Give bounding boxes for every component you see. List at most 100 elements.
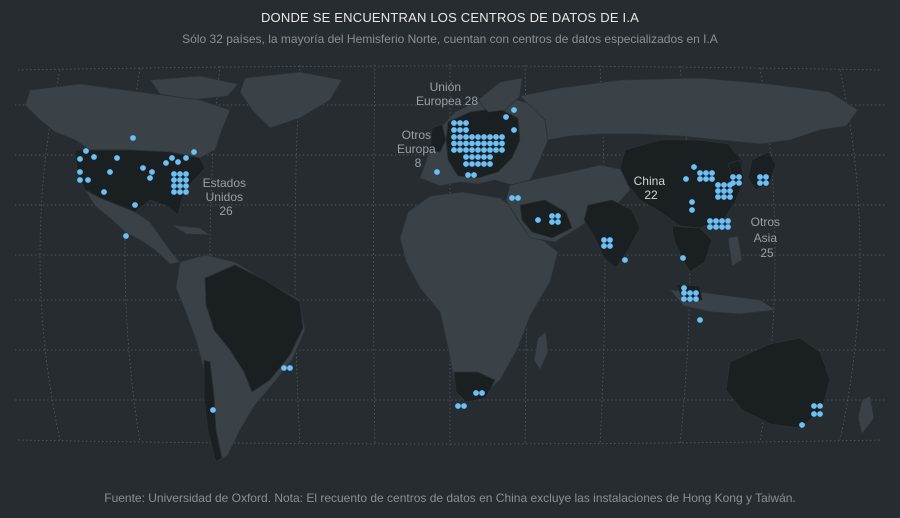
page-subtitle: Sólo 32 países, la mayoría del Hemisferi…	[182, 32, 718, 46]
data-center-dot	[473, 390, 479, 396]
label-china: China 22	[634, 174, 669, 202]
data-center-dot	[171, 183, 177, 189]
data-center-dot	[601, 243, 607, 249]
label-other-europe: Otros Europa 8	[397, 128, 439, 170]
data-center-dot	[681, 290, 687, 296]
data-center-dot	[183, 183, 189, 189]
country-saudi	[519, 199, 573, 239]
data-center-dot	[183, 155, 189, 161]
data-center-dot	[697, 170, 703, 176]
data-center-dot	[149, 169, 155, 175]
data-center-dot	[451, 120, 457, 126]
data-center-dot	[114, 155, 120, 161]
data-center-dot	[703, 176, 709, 182]
page-title: DONDE SE ENCUENTRAN LOS CENTROS DE DATOS…	[260, 10, 640, 25]
data-center-dot	[101, 189, 107, 195]
data-center-dot	[487, 140, 493, 147]
data-center-dot	[811, 403, 817, 409]
data-center-dot	[132, 202, 138, 208]
data-center-dot	[469, 134, 475, 140]
data-center-dot	[715, 188, 721, 194]
data-center-dot	[680, 255, 686, 261]
data-center-dot	[763, 174, 769, 180]
data-center-dot	[727, 188, 733, 194]
data-center-dot	[555, 219, 561, 225]
data-center-dot	[475, 147, 481, 153]
data-center-dot	[481, 134, 487, 140]
data-center-dot	[601, 237, 607, 243]
data-center-dot	[757, 174, 763, 180]
data-center-dot	[91, 154, 97, 160]
label-eu: Unión Europea 28	[416, 80, 478, 108]
data-center-dot	[177, 183, 183, 189]
data-center-dot	[123, 233, 129, 239]
data-center-dot	[481, 140, 487, 147]
data-center-dot	[210, 407, 216, 413]
data-center-dot	[499, 134, 505, 140]
data-center-dot	[463, 120, 469, 126]
data-center-dot	[687, 296, 693, 302]
data-center-dot	[709, 170, 715, 176]
data-center-dot	[697, 176, 703, 182]
continents	[24, 71, 875, 463]
data-center-dot	[719, 218, 725, 224]
data-center-dot	[503, 114, 509, 120]
data-center-dot	[451, 134, 457, 140]
data-center-dot	[817, 403, 823, 409]
data-center-dot	[487, 147, 493, 153]
source-footnote: Fuente: Universidad de Oxford. Nota: El …	[104, 491, 796, 505]
data-center-dot	[457, 127, 463, 133]
data-center-dot	[691, 164, 697, 170]
data-center-dot	[487, 161, 493, 167]
data-center-dot	[817, 411, 823, 417]
data-center-dot	[177, 189, 183, 195]
data-center-dot	[499, 140, 505, 147]
new-zealand	[857, 395, 875, 435]
country-brazil	[204, 264, 304, 393]
data-center-dot	[509, 195, 515, 201]
data-center-dot	[511, 107, 517, 113]
label-other-asia: Otros Asia 25	[751, 215, 784, 260]
data-center-dot	[463, 140, 469, 147]
arctic-islands	[149, 75, 239, 101]
data-center-dot	[287, 365, 293, 371]
data-center-dot	[85, 177, 91, 183]
data-center-dot	[475, 140, 481, 147]
data-center-dot	[693, 296, 699, 302]
data-center-dot	[481, 161, 487, 167]
data-center-dot	[183, 189, 189, 195]
data-center-dot	[535, 217, 541, 223]
data-center-dot	[481, 147, 487, 153]
country-japan	[747, 151, 777, 191]
data-center-dot	[607, 243, 613, 249]
russia	[519, 77, 859, 145]
data-center-dot	[713, 224, 719, 230]
data-center-dot	[499, 147, 505, 153]
country-australia	[725, 337, 831, 429]
data-center-dot	[721, 188, 727, 194]
data-center-dot	[693, 290, 699, 296]
country-uk	[429, 123, 447, 153]
data-center-dot	[183, 171, 189, 177]
data-center-dot	[177, 171, 183, 177]
data-center-dot	[191, 149, 197, 155]
philippines	[727, 235, 743, 267]
madagascar	[533, 331, 549, 371]
region-se-asia	[671, 225, 713, 273]
data-center-dot	[77, 156, 83, 162]
data-center-dot	[475, 154, 481, 160]
data-center-dot	[475, 134, 481, 140]
data-center-dot	[455, 403, 461, 409]
data-center-dot	[697, 317, 703, 323]
label-usa: Estados Unidos 26	[203, 176, 250, 218]
data-center-dot	[689, 199, 695, 205]
country-india	[583, 199, 641, 269]
data-center-dot	[681, 296, 687, 302]
data-center-dot	[725, 218, 731, 224]
data-center-dot	[715, 194, 721, 200]
data-center-dot	[721, 182, 727, 188]
data-center-dot	[475, 161, 481, 167]
data-center-dot	[709, 176, 715, 182]
data-center-dot	[511, 127, 517, 133]
data-center-dot	[281, 365, 287, 371]
